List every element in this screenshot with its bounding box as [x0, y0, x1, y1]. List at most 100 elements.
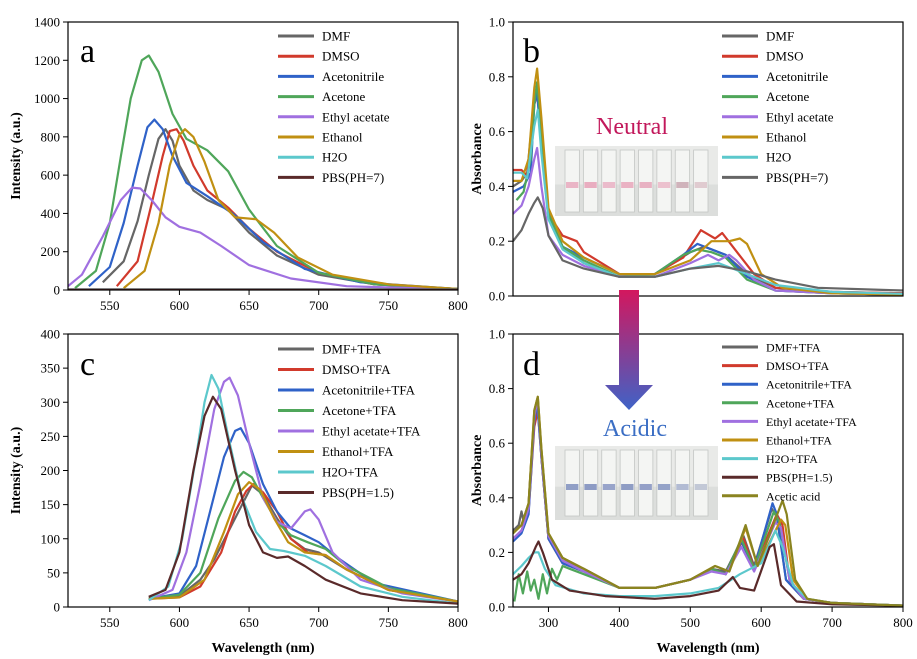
x-tick-label-d-5: 800 — [893, 615, 913, 630]
y-tick-label-a-2: 400 — [41, 206, 61, 221]
acidic-vials-photo-vial-3 — [619, 449, 635, 517]
y-tick-label-a-6: 1200 — [34, 53, 60, 68]
acidic-vials-photo-vial-5 — [656, 449, 672, 517]
panel-c: 0 50 100 150 200 250 300 350 400 550 600 650 700 750 8… — [9, 327, 468, 657]
neutral-vials-photo-vial-0 — [564, 149, 580, 213]
legend-label-d-7: PBS(PH=1.5) — [766, 471, 832, 485]
y-tick-label-a-3: 600 — [41, 168, 61, 183]
neutral-vials-photo-liquid-0 — [566, 182, 579, 188]
legend-label-d-6: H2O+TFA — [766, 452, 818, 466]
legend-label-b-0: DMF — [766, 29, 794, 44]
x-tick-label-c-0: 550 — [100, 615, 120, 630]
legend-label-b-5: Ethanol — [766, 130, 807, 145]
acidic-vials-photo-vial-4 — [638, 449, 654, 517]
legend-label-c-7: PBS(PH=1.5) — [322, 485, 394, 500]
series-line-b-5 — [513, 67, 903, 296]
series-line-a-5 — [123, 128, 458, 290]
series-line-a-3 — [74, 54, 458, 290]
y-tick-label-b-1: 0.2 — [489, 234, 505, 249]
acidic-vials-photo-liquid-3 — [621, 484, 634, 490]
series-group-a — [68, 54, 458, 290]
x-tick-label-c-5: 800 — [448, 615, 468, 630]
legend-label-d-1: DMSO+TFA — [766, 359, 830, 373]
y-tick-label-c-8: 400 — [41, 327, 61, 342]
plot-frame-b — [512, 21, 904, 297]
neutral-vials-photo-vial-2 — [601, 149, 617, 213]
y-tick-label-a-7: 1400 — [34, 15, 60, 30]
acidic-vials-photo-vial-2 — [601, 449, 617, 517]
x-tick-label-c-1: 600 — [170, 615, 190, 630]
x-tick-label-c-2: 650 — [239, 615, 259, 630]
legend-label-a-7: PBS(PH=7) — [322, 170, 384, 185]
x-tick-label-d-1: 400 — [610, 615, 630, 630]
legend-label-b-2: Acetonitrile — [766, 69, 828, 84]
series-group-b — [513, 67, 903, 296]
acidic-vials-photo-vial-6 — [674, 449, 691, 517]
legend-label-b-7: PBS(PH=7) — [766, 170, 828, 185]
series-line-d-6 — [513, 529, 903, 607]
panel-letter-a: a — [80, 33, 95, 70]
y-tick-label-a-4: 800 — [41, 129, 61, 144]
y-tick-label-d-2: 0.4 — [489, 490, 506, 505]
neutral-vials-photo-vial-1 — [582, 149, 599, 213]
y-tick-label-d-5: 1.0 — [489, 327, 505, 342]
legend-label-b-4: Ethyl acetate — [766, 109, 834, 124]
series-line-c-5 — [148, 481, 458, 603]
neutral-label: Neutral — [596, 114, 668, 140]
y-tick-label-b-2: 0.4 — [489, 179, 506, 194]
x-tick-label-d-3: 600 — [751, 615, 771, 630]
neutral-vials-photo-liquid-2 — [602, 182, 616, 188]
acidic-vials-photo-liquid-5 — [657, 484, 671, 490]
legend-label-a-2: Acetonitrile — [322, 69, 384, 84]
y-tick-label-a-1: 200 — [41, 244, 61, 259]
acidic-vials-photo-liquid-1 — [584, 484, 597, 490]
legend-label-d-8: Acetic acid — [766, 489, 820, 503]
neutral-vials-photo — [555, 146, 718, 216]
neutral-vials-photo-liquid-1 — [584, 182, 597, 188]
series-line-d-3 — [513, 510, 903, 607]
x-tick-label-a-2: 650 — [239, 298, 259, 313]
panel-letter-b: b — [523, 33, 540, 70]
x-tick-label-c-4: 750 — [379, 615, 399, 630]
legend-label-c-4: Ethyl acetate+TFA — [322, 424, 421, 439]
neutral-vials-photo-liquid-4 — [639, 182, 652, 188]
acidic-vials-photo-bench — [555, 486, 718, 520]
x-tick-label-a-1: 600 — [170, 298, 190, 313]
legend-label-c-2: Acetonitrile+TFA — [322, 383, 416, 398]
neutral-vials-photo-vial-7 — [693, 149, 709, 213]
series-line-a-2 — [88, 118, 458, 290]
legend-label-b-1: DMSO — [766, 49, 804, 64]
y-axis-title-c: Intensity (a.u.) — [9, 426, 24, 514]
x-tick-label-c-3: 700 — [309, 615, 329, 630]
series-line-a-1 — [115, 128, 458, 290]
y-tick-label-d-3: 0.6 — [489, 436, 506, 451]
neutral-vials-photo-vial-4 — [638, 149, 654, 213]
legend-label-b-3: Acetone — [766, 89, 810, 104]
legend-label-a-6: H2O — [322, 150, 347, 165]
legend-label-d-3: Acetone+TFA — [766, 396, 835, 410]
legend-label-c-0: DMF+TFA — [322, 342, 382, 357]
acidic-vials-photo-liquid-0 — [566, 484, 579, 490]
acidic-vials-photo-vial-7 — [693, 449, 709, 517]
legend-label-c-3: Acetone+TFA — [322, 403, 397, 418]
series-line-c-0 — [148, 484, 458, 603]
series-line-a-4 — [68, 186, 458, 290]
panel-letter-d: d — [523, 346, 540, 383]
neutral-vials-photo-vial-6 — [674, 149, 691, 213]
acidic-vials-photo — [555, 446, 718, 520]
neutral-vials-photo-liquid-7 — [694, 182, 707, 188]
legend-label-a-0: DMF — [322, 29, 350, 44]
x-axis-title-d: Wavelength (nm) — [656, 641, 759, 656]
legend-label-b-6: H2O — [766, 150, 791, 165]
neutral-vials-photo-vial-5 — [656, 149, 672, 213]
series-line-b-6 — [513, 108, 903, 295]
neutral-vials-photo-vial-3 — [619, 149, 635, 213]
y-axis-title-d: Absorbance — [470, 435, 485, 507]
x-tick-label-a-0: 550 — [100, 298, 120, 313]
x-tick-label-a-4: 750 — [379, 298, 399, 313]
y-tick-label-b-3: 0.6 — [489, 124, 506, 139]
y-tick-label-a-0: 0 — [54, 283, 61, 298]
y-tick-label-c-3: 150 — [41, 497, 61, 512]
x-tick-label-d-0: 300 — [539, 615, 559, 630]
x-tick-label-d-2: 500 — [681, 615, 701, 630]
